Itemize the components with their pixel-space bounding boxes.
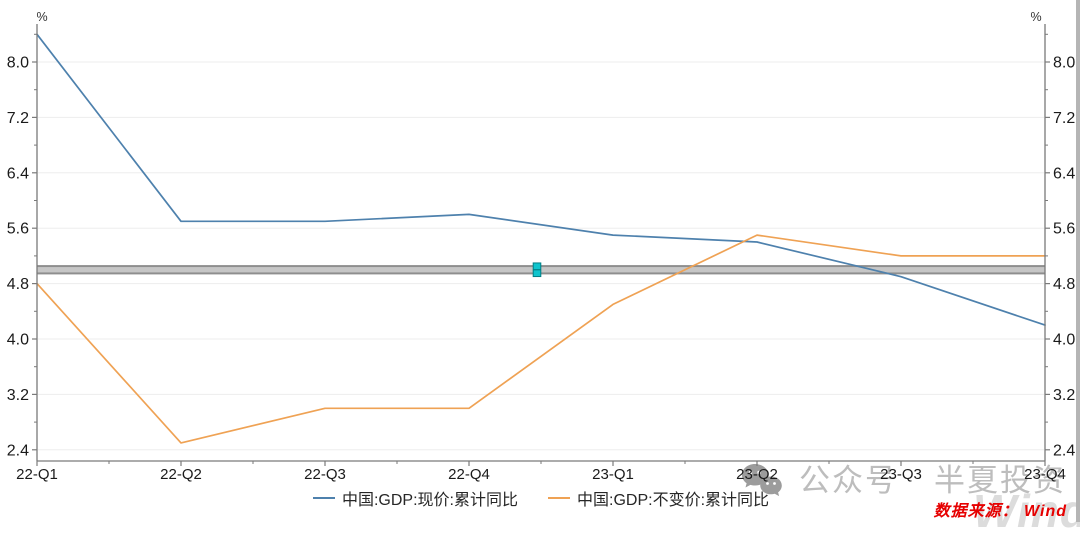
y-tick-label-right: 5.6 bbox=[1053, 221, 1075, 238]
x-tick-label: 23-Q4 bbox=[1024, 466, 1066, 483]
legend-swatch-nominal bbox=[312, 497, 335, 499]
gdp-line-chart: 8.0 8.0 7.2 7.2 6.4 6.4 5.6 5.6 4.8 4.8 4.0 4.0 3.2 3… bbox=[7, 10, 1076, 483]
y-tick-label-right: 4.0 bbox=[1053, 332, 1075, 349]
y-tick-label-right: 2.4 bbox=[1053, 442, 1075, 459]
x-tick-label: 23-Q3 bbox=[880, 466, 922, 483]
wechat-watermark-text: 公众号 半夏投资 bbox=[799, 464, 1066, 498]
y-tick-label-left: 7.2 bbox=[7, 110, 29, 127]
wechat-icon bbox=[742, 464, 782, 497]
series-line-real-gdp bbox=[36, 234, 1046, 444]
legend-label-real: 中国:GDP:不变价:累计同比 bbox=[577, 492, 770, 509]
y-axis-unit-right: % bbox=[1030, 10, 1041, 24]
axes: 8.0 8.0 7.2 7.2 6.4 6.4 5.6 5.6 4.8 4.8 4.0 4.0 3.2 3… bbox=[7, 10, 1076, 483]
x-tick-label: 22-Q3 bbox=[304, 466, 346, 483]
gridlines bbox=[38, 61, 1044, 451]
x-tick-label: 22-Q2 bbox=[160, 466, 202, 483]
y-tick-label-right: 7.2 bbox=[1053, 110, 1075, 127]
y-tick-label-left: 5.6 bbox=[7, 221, 29, 238]
x-tick-label: 23-Q1 bbox=[592, 466, 634, 483]
y-tick-label-right: 8.0 bbox=[1053, 55, 1075, 72]
brand-name: 半夏投资 bbox=[934, 463, 1066, 498]
legend-item-nominal-gdp[interactable]: 中国:GDP:现价:累计同比 bbox=[312, 486, 518, 510]
y-tick-label-left: 8.0 bbox=[7, 55, 29, 72]
legend-label-nominal: 中国:GDP:现价:累计同比 bbox=[341, 492, 518, 509]
chart-legend: 中国:GDP:现价:累计同比 中国:GDP:不变价:累计同比 bbox=[0, 486, 1080, 510]
annotation-handle[interactable] bbox=[532, 262, 542, 278]
y-tick-label-right: 6.4 bbox=[1053, 165, 1075, 182]
scrollbar[interactable] bbox=[1076, 0, 1080, 522]
data-source-label: 数据来源： Wind bbox=[933, 503, 1067, 520]
y-tick-label-left: 2.4 bbox=[7, 442, 29, 459]
y-tick-label-left: 4.0 bbox=[7, 332, 29, 349]
y-tick-label-left: 6.4 bbox=[7, 165, 29, 182]
wechat-label: 公众号 bbox=[799, 463, 898, 498]
x-tick-label: 22-Q1 bbox=[16, 466, 58, 483]
wechat-watermark: 公众号 半夏投资 bbox=[741, 462, 1066, 504]
y-tick-label-right: 3.2 bbox=[1053, 387, 1075, 404]
y-tick-label-left: 4.8 bbox=[7, 276, 29, 293]
y-axis-unit-left: % bbox=[36, 10, 47, 24]
legend-item-real-gdp[interactable]: 中国:GDP:不变价:累计同比 bbox=[548, 486, 769, 510]
legend-swatch-real bbox=[548, 497, 570, 499]
y-tick-label-left: 3.2 bbox=[7, 387, 29, 404]
x-tick-label: 22-Q4 bbox=[448, 466, 490, 483]
y-tick-label-right: 4.8 bbox=[1053, 276, 1075, 293]
series-line-nominal-gdp bbox=[36, 33, 1046, 326]
x-tick-label: 23-Q2 bbox=[736, 466, 778, 483]
